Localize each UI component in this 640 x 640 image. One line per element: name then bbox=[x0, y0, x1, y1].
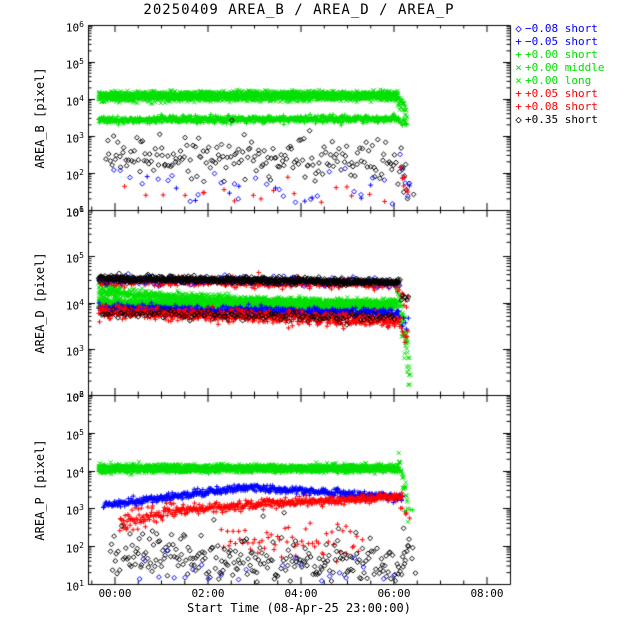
legend-symbol-icon: + bbox=[515, 87, 522, 100]
legend-symbol-icon: × bbox=[515, 74, 522, 87]
y-tick-base: 10 bbox=[65, 206, 80, 220]
y-tick-base: 10 bbox=[65, 21, 80, 35]
legend-item: ◇ −0.08 short bbox=[512, 22, 604, 35]
y-tick-base: 10 bbox=[65, 132, 80, 146]
y-tick-exponent: 3 bbox=[79, 503, 84, 513]
legend-symbol-icon: × bbox=[515, 61, 522, 74]
legend-label: +0.00 short bbox=[525, 48, 598, 61]
y-axis-label-area_b: AREA_B [pixel] bbox=[33, 66, 47, 169]
x-tick-label: 08:00 bbox=[470, 587, 504, 600]
y-tick-base: 10 bbox=[65, 345, 80, 359]
y-tick-label: 103 bbox=[0, 129, 84, 146]
legend-item: + +0.00 short bbox=[512, 48, 604, 61]
legend-item: ◇ +0.35 short bbox=[512, 113, 604, 126]
y-tick-exponent: 6 bbox=[79, 20, 84, 29]
x-tick-label: 06:00 bbox=[377, 587, 411, 600]
y-tick-base: 10 bbox=[65, 95, 80, 109]
legend-symbol-icon: + bbox=[515, 48, 522, 61]
legend-item: + +0.08 short bbox=[512, 100, 604, 113]
y-tick-label: 105 bbox=[0, 55, 84, 72]
y-tick-label: 103 bbox=[0, 501, 84, 519]
y-tick-label: 103 bbox=[0, 342, 84, 359]
legend-symbol-icon: ◇ bbox=[515, 22, 522, 35]
y-tick-base: 10 bbox=[65, 391, 80, 405]
y-tick-exponent: 2 bbox=[79, 541, 84, 551]
y-tick-base: 10 bbox=[65, 391, 80, 405]
legend-label: +0.08 short bbox=[525, 100, 598, 113]
legend-label: +0.00 long bbox=[525, 74, 592, 87]
y-tick-exponent: 3 bbox=[79, 343, 84, 353]
y-tick-label: 104 bbox=[0, 92, 84, 109]
y-tick-base: 10 bbox=[65, 467, 80, 481]
y-tick-base: 10 bbox=[65, 429, 80, 443]
plot-title: 20250409 AREA_B / AREA_D / AREA_P bbox=[143, 2, 455, 18]
y-tick-base: 10 bbox=[65, 505, 80, 519]
x-axis-label: Start Time (08-Apr-25 23:00:00) bbox=[187, 601, 411, 615]
y-axis-label-area_p: AREA_P [pixel] bbox=[33, 438, 47, 541]
y-tick-exponent: 4 bbox=[79, 465, 84, 475]
y-tick-exponent: 2 bbox=[79, 168, 84, 177]
y-tick-label: 102 bbox=[0, 539, 84, 556]
y-tick-exponent: 1 bbox=[79, 205, 84, 214]
y-tick-exponent: 5 bbox=[79, 57, 84, 66]
legend-item: + +0.05 short bbox=[512, 87, 604, 100]
y-tick-exponent: 6 bbox=[79, 390, 84, 399]
y-tick-base: 10 bbox=[65, 206, 80, 220]
x-tick-label: 00:00 bbox=[98, 587, 132, 600]
legend-label: −0.05 short bbox=[525, 35, 598, 48]
legend-item: × +0.00 middle bbox=[512, 61, 604, 74]
y-tick-label: 102 bbox=[0, 388, 84, 405]
legend-item: + −0.05 short bbox=[512, 35, 604, 48]
legend-label: +0.05 short bbox=[525, 87, 598, 100]
y-tick-label: 104 bbox=[0, 464, 84, 481]
y-tick-exponent: 6 bbox=[79, 205, 84, 214]
y-tick-label: 101 bbox=[0, 577, 84, 594]
legend-symbol-icon: + bbox=[515, 100, 522, 113]
legend-symbol-icon: + bbox=[515, 35, 522, 48]
x-tick-label: 04:00 bbox=[284, 587, 318, 600]
y-tick-base: 10 bbox=[65, 169, 80, 183]
y-tick-label: 106 bbox=[0, 18, 84, 35]
y-tick-exponent: 4 bbox=[79, 297, 84, 307]
y-tick-base: 10 bbox=[65, 580, 80, 594]
legend-label: +0.35 short bbox=[525, 113, 598, 126]
y-tick-label: 106 bbox=[0, 203, 84, 220]
y-tick-exponent: 5 bbox=[79, 251, 84, 261]
y-tick-exponent: 3 bbox=[79, 131, 84, 140]
legend-label: +0.00 middle bbox=[525, 61, 605, 74]
y-tick-label: 105 bbox=[0, 426, 84, 443]
x-tick-label: 02:00 bbox=[191, 587, 225, 600]
y-tick-label: 105 bbox=[0, 249, 84, 266]
y-tick-base: 10 bbox=[65, 542, 80, 556]
y-tick-base: 10 bbox=[65, 299, 80, 313]
y-tick-label: 102 bbox=[0, 166, 84, 183]
y-tick-base: 10 bbox=[65, 252, 80, 266]
legend-label: −0.08 short bbox=[525, 22, 598, 35]
y-tick-label: 101 bbox=[0, 203, 84, 220]
legend-item: × +0.00 long bbox=[512, 74, 604, 87]
y-tick-exponent: 5 bbox=[79, 427, 84, 437]
y-tick-exponent: 2 bbox=[79, 390, 84, 399]
y-tick-base: 10 bbox=[65, 58, 80, 72]
y-tick-label: 106 bbox=[0, 388, 84, 405]
legend-symbol-icon: ◇ bbox=[515, 113, 522, 126]
legend: ◇ −0.08 short + −0.05 short + +0.00 short × +0.… bbox=[512, 22, 604, 126]
y-tick-exponent: 4 bbox=[79, 94, 84, 103]
y-tick-label: 104 bbox=[0, 296, 84, 313]
y-tick-exponent: 1 bbox=[79, 579, 84, 588]
